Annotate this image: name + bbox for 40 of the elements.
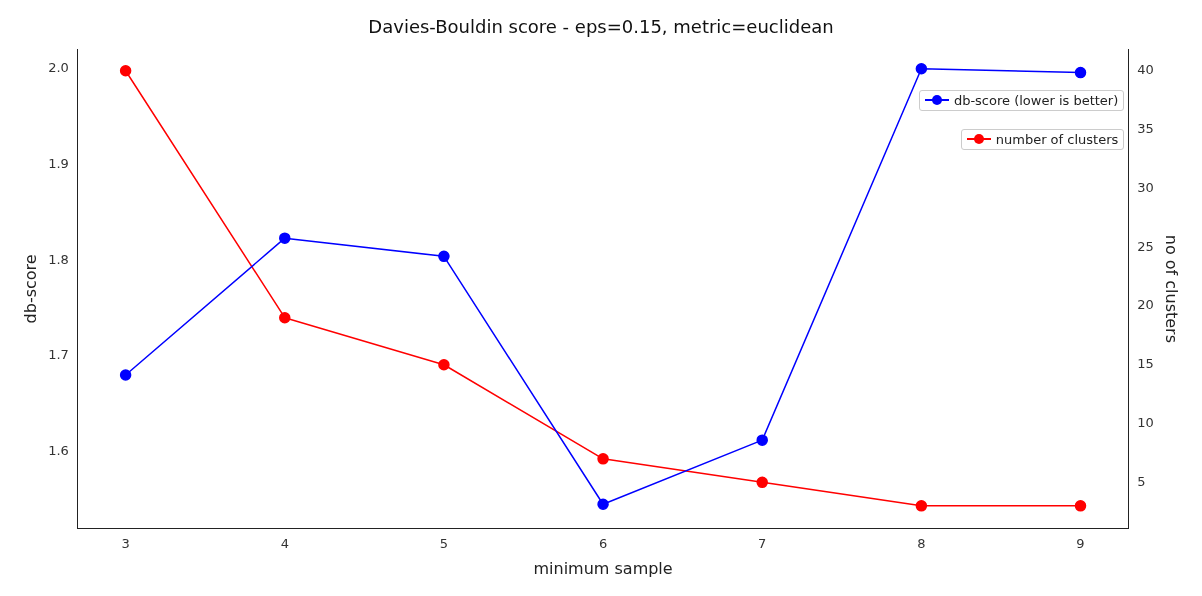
point bbox=[438, 359, 450, 371]
y-axis-title: db-score bbox=[20, 254, 40, 324]
point bbox=[1074, 500, 1087, 512]
x-tick-label: 9 bbox=[1076, 536, 1085, 552]
point bbox=[597, 453, 609, 465]
y2-tick-label: 20 bbox=[1137, 297, 1154, 313]
x-tick-label: 4 bbox=[280, 536, 289, 552]
point bbox=[279, 311, 291, 324]
point bbox=[1074, 66, 1087, 79]
y2-tick-label: 35 bbox=[1137, 120, 1154, 136]
y2-tick-label: 30 bbox=[1137, 179, 1154, 195]
y-tick-label: 1.9 bbox=[48, 155, 69, 171]
point bbox=[597, 498, 609, 511]
y2-tick-label: 10 bbox=[1137, 414, 1154, 430]
y2-tick-label: 25 bbox=[1137, 238, 1154, 254]
x-axis-title: minimum sample bbox=[533, 558, 673, 578]
point bbox=[915, 500, 928, 512]
x-tick-label: 7 bbox=[758, 536, 767, 552]
point bbox=[756, 476, 768, 489]
point bbox=[915, 62, 928, 75]
legend-label: number of clusters bbox=[995, 131, 1119, 147]
y-tick-label: 2.0 bbox=[48, 60, 69, 76]
x-tick-label: 3 bbox=[121, 536, 130, 552]
y-tick-label: 1.6 bbox=[48, 443, 69, 458]
x-tick-label: 8 bbox=[917, 536, 926, 552]
point bbox=[119, 369, 132, 381]
y-tick-label: 1.8 bbox=[48, 251, 69, 267]
y2-tick-label: 15 bbox=[1137, 356, 1154, 372]
y-tick-label: 1.7 bbox=[48, 347, 69, 363]
y2-axis-title: no of clusters bbox=[1162, 234, 1182, 344]
point bbox=[756, 434, 768, 446]
x-tick-label: 6 bbox=[598, 536, 608, 552]
point bbox=[279, 232, 291, 244]
chart-title: Davies-Bouldin score - eps=0.15, metric=euclidean bbox=[368, 16, 834, 38]
point bbox=[438, 250, 450, 263]
legend-label: db-score (lower is better) bbox=[953, 92, 1119, 108]
x-tick-label: 5 bbox=[439, 536, 449, 552]
y2-tick-label: 40 bbox=[1137, 62, 1154, 78]
y2-tick-label: 5 bbox=[1137, 473, 1146, 489]
point bbox=[119, 65, 132, 77]
